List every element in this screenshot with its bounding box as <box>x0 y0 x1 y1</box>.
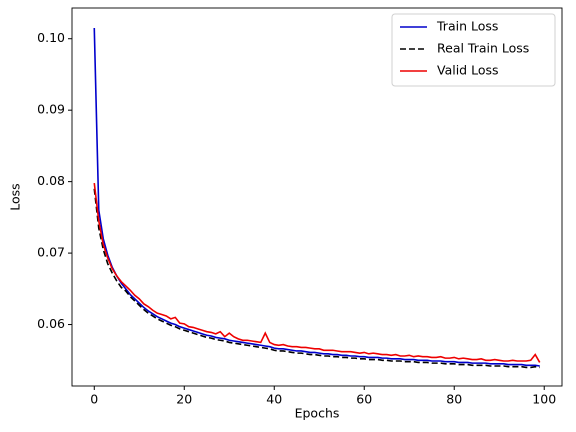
series-line <box>93 27 540 367</box>
x-tick-label: 40 <box>266 392 282 407</box>
x-tick-label: 20 <box>176 392 192 407</box>
y-tick-label: 0.09 <box>37 102 65 117</box>
x-tick-label: 0 <box>90 392 98 407</box>
y-tick-label: 0.07 <box>37 245 65 260</box>
legend-label: Valid Loss <box>437 63 499 78</box>
x-tick-label: 80 <box>446 392 462 407</box>
y-tick-label: 0.10 <box>37 30 65 45</box>
y-tick-label: 0.06 <box>37 316 65 331</box>
y-tick-label: 0.08 <box>37 173 65 188</box>
series-line <box>93 188 540 369</box>
legend-box <box>391 13 556 87</box>
x-tick-label: 100 <box>532 392 556 407</box>
series-line <box>93 182 541 363</box>
x-axis-label: Epochs <box>295 406 340 421</box>
legend-label: Real Train Loss <box>437 41 529 56</box>
y-axis-label: Loss <box>8 183 23 210</box>
x-tick-label: 60 <box>356 392 372 407</box>
plot-frame <box>71 7 563 387</box>
legend-label: Train Loss <box>436 19 498 34</box>
